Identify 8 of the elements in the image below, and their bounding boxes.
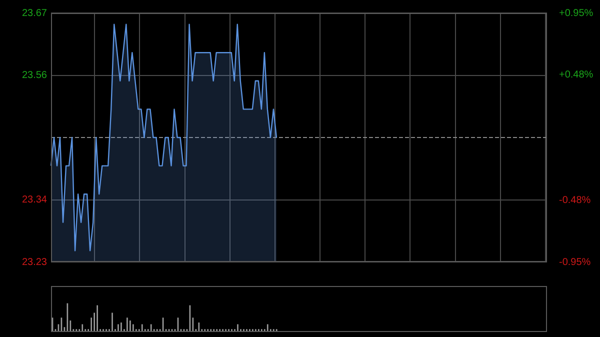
y-tick-label: 23.67 bbox=[22, 8, 48, 19]
y2-tick-label: -0.95% bbox=[559, 256, 591, 268]
y2-tick-label: +0.48% bbox=[559, 69, 594, 80]
y2-tick-label: +0.95% bbox=[559, 8, 594, 19]
y-tick-label: 23.56 bbox=[22, 70, 48, 81]
y-tick-label: 23.23 bbox=[22, 256, 48, 268]
y-tick-label: 23.34 bbox=[22, 194, 48, 206]
y2-tick-label: -0.48% bbox=[559, 195, 591, 206]
